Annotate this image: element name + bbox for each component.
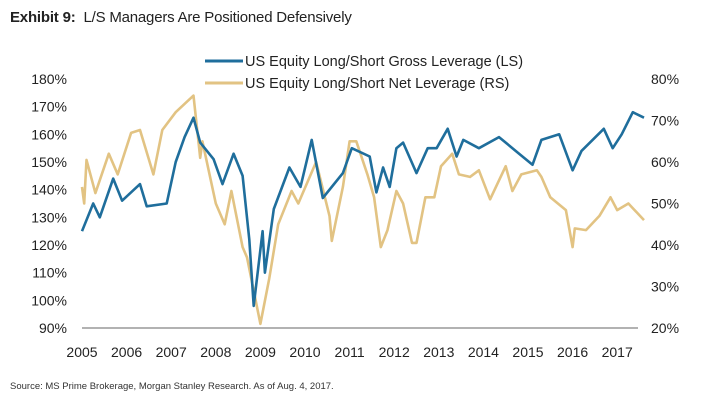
right-tick-label: 50% [651, 196, 679, 212]
right-tick-label: 30% [651, 279, 679, 295]
series-lines [80, 94, 645, 326]
chart-canvas: 90%100%110%120%130%140%150%160%170%180% … [31, 54, 679, 360]
x-axis: 2005 2006 2007 2008 2009 2010 2011 2012 2013 2014… [66, 344, 633, 360]
exhibit-label: Exhibit 9: [10, 9, 76, 26]
title-text: L/S Managers Are Positioned Defensively [83, 9, 352, 26]
right-tick-label: 40% [651, 237, 679, 253]
left-tick-label: 110% [32, 265, 67, 281]
legend-label-gross: US Equity Long/Short Gross Leverage (LS) [245, 54, 523, 70]
x-tick-label: 2015 [512, 344, 543, 360]
left-tick-label: 170% [31, 99, 67, 115]
net-leverage-line [80, 94, 645, 326]
left-tick-label: 100% [31, 292, 67, 308]
legend: US Equity Long/Short Gross Leverage (LS)… [205, 54, 523, 92]
right-axis: 20% 30% 40% 50% 60% 70% 80% [651, 71, 679, 336]
x-tick-label: 2008 [200, 344, 231, 360]
left-tick-label: 160% [31, 126, 67, 142]
x-tick-label: 2014 [468, 344, 499, 360]
left-tick-label: 180% [31, 71, 67, 87]
left-tick-label: 90% [39, 320, 67, 336]
left-tick-label: 150% [31, 154, 67, 170]
source-note: Source: MS Prime Brokerage, Morgan Stanl… [10, 381, 334, 392]
left-tick-label: 140% [31, 182, 67, 198]
x-tick-label: 2006 [111, 344, 142, 360]
x-tick-label: 2017 [602, 344, 633, 360]
left-tick-label: 120% [31, 237, 67, 253]
left-axis: 90% 100% 110% 120% 130% 140% 150% 160% 170% 180% [31, 71, 67, 336]
x-tick-label: 2013 [423, 344, 454, 360]
right-tick-label: 80% [651, 71, 679, 87]
x-tick-label: 2009 [245, 344, 276, 360]
left-tick-label: 130% [31, 209, 67, 225]
x-tick-label: 2005 [66, 344, 97, 360]
x-tick-label: 2016 [557, 344, 588, 360]
x-tick-label: 2011 [335, 344, 365, 360]
x-tick-label: 2012 [379, 344, 410, 360]
right-tick-label: 20% [651, 320, 679, 336]
gross-leverage-line [80, 110, 645, 308]
x-tick-label: 2010 [289, 344, 320, 360]
chart-title: Exhibit 9: L/S Managers Are Positioned D… [10, 9, 352, 26]
right-tick-label: 70% [651, 113, 679, 129]
right-tick-label: 60% [651, 154, 679, 170]
x-tick-label: 2007 [156, 344, 187, 360]
legend-label-net: US Equity Long/Short Net Leverage (RS) [245, 76, 509, 92]
